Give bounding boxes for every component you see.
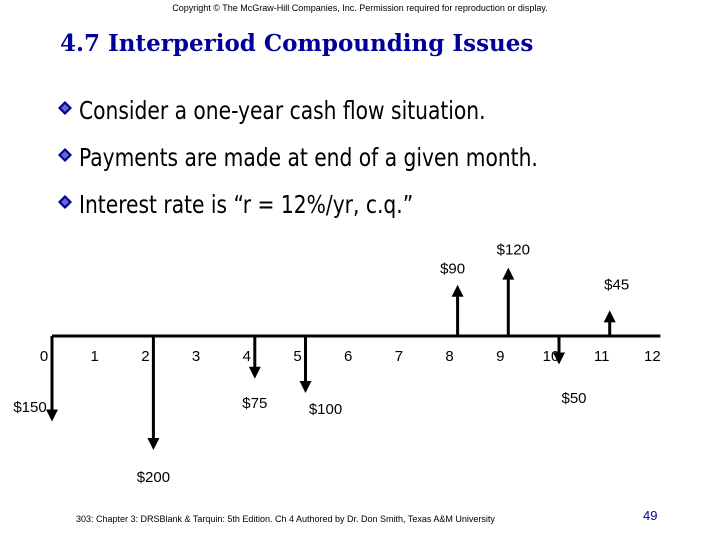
period-tick-label: 8 <box>445 348 453 365</box>
payment-arrowhead <box>147 438 160 450</box>
period-tick-label: 5 <box>293 348 301 365</box>
period-tick-label: 4 <box>243 348 251 365</box>
period-tick-label: 11 <box>594 348 610 365</box>
copyright-notice: Copyright © The McGraw-Hill Companies, I… <box>172 3 548 13</box>
bullet-text: Payments are made at end of a given mont… <box>79 143 538 172</box>
period-tick-label: 6 <box>344 348 352 365</box>
cash-flow-amount-label: $200 <box>137 469 170 486</box>
cash-flow-amount-label: $45 <box>604 276 629 293</box>
bullet-text: Interest rate is “r = 12%/yr, c.q.” <box>79 190 414 219</box>
payment-arrowhead <box>299 381 312 393</box>
slide-title: 4.7 Interperiod Compounding Issues <box>60 30 534 57</box>
payment-arrowhead <box>46 409 58 422</box>
period-tick-label: 1 <box>91 348 99 365</box>
receipt-arrowhead <box>502 267 515 280</box>
diamond-bullet-icon <box>58 101 72 115</box>
period-tick-label: 9 <box>496 348 504 365</box>
cash-flow-amount-label: $100 <box>309 401 342 418</box>
footer-credit: 303: Chapter 3: DRSBlank & Tarquin: 5th … <box>76 514 495 524</box>
receipt-arrowhead <box>451 284 464 297</box>
period-tick-label: 3 <box>192 348 200 365</box>
bullet-item: Payments are made at end of a given mont… <box>58 143 589 172</box>
payment-arrowhead <box>248 366 261 379</box>
cash-flow-amount-label: $50 <box>561 390 586 407</box>
bullet-item: Interest rate is “r = 12%/yr, c.q.” <box>58 190 450 219</box>
diamond-bullet-icon <box>58 148 72 162</box>
bullet-text: Consider a one-year cash flow situation. <box>79 96 486 125</box>
payment-arrowhead <box>553 352 565 365</box>
period-tick-label: 7 <box>395 348 403 365</box>
period-tick-label: 12 <box>644 348 661 365</box>
diamond-bullet-icon <box>58 195 72 209</box>
cash-flow-amount-label: $150 <box>13 399 46 416</box>
cash-flow-amount-label: $120 <box>497 242 530 259</box>
cash-flow-amount-label: $75 <box>242 395 267 412</box>
receipt-arrowhead <box>603 310 616 323</box>
period-tick-label: 2 <box>141 348 149 365</box>
period-tick-label: 10 <box>543 348 560 365</box>
cash-flow-amount-label: $90 <box>440 261 465 278</box>
bullet-item: Consider a one-year cash flow situation. <box>58 96 531 125</box>
page-number: 49 <box>643 508 658 523</box>
period-tick-label: 0 <box>40 348 48 365</box>
